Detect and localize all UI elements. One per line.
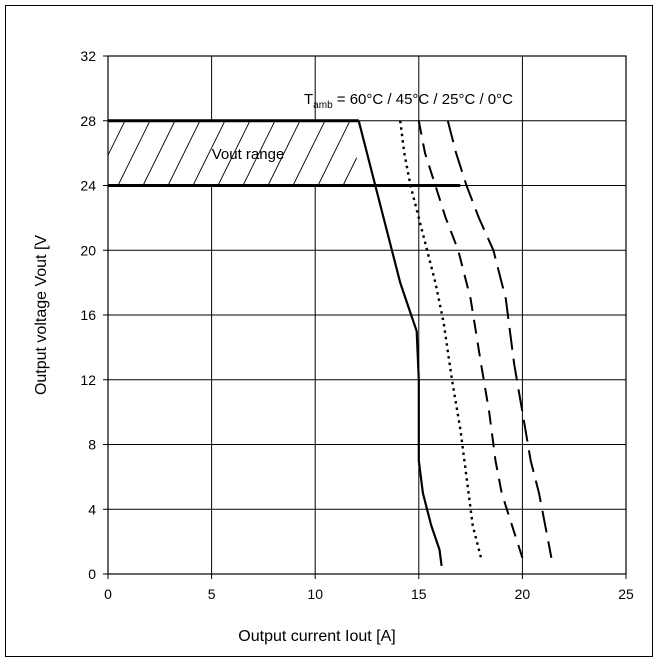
range-band-fill [109,120,358,186]
x-axis-label: Output current Iout [A] [238,628,395,645]
annotation-subscript: amb [313,100,333,111]
figure-frame [5,5,653,657]
range-band-hatch [107,120,358,186]
y-tick-label: 20 [80,242,96,258]
y-tick-label: 28 [80,113,96,129]
x-tick-label: 5 [208,586,216,602]
series-line-4 [446,120,553,558]
y-tick-label: 0 [88,566,96,582]
y-tick-label: 12 [80,372,96,388]
series-line-2 [399,120,483,559]
x-tick-label: 25 [618,586,634,602]
temperature-annotation: Tamb = 60°C / 45°C / 25°C / 0°C [304,91,513,111]
series-line-1 [357,120,443,567]
y-tick-label: 4 [88,501,96,517]
y-tick-label: 32 [80,48,96,64]
x-tick-label: 10 [307,586,323,602]
y-tick-label: 8 [88,437,96,453]
series-line-3 [417,120,524,559]
y-axis-label: Output voltage Vout [V [33,235,50,395]
x-tick-label: 20 [515,586,531,602]
x-tick-label: 15 [411,586,427,602]
vout-range-label: Vout range [212,146,285,163]
y-tick-label: 24 [80,178,96,194]
x-tick-label: 0 [104,586,112,602]
y-tick-label: 16 [80,307,96,323]
